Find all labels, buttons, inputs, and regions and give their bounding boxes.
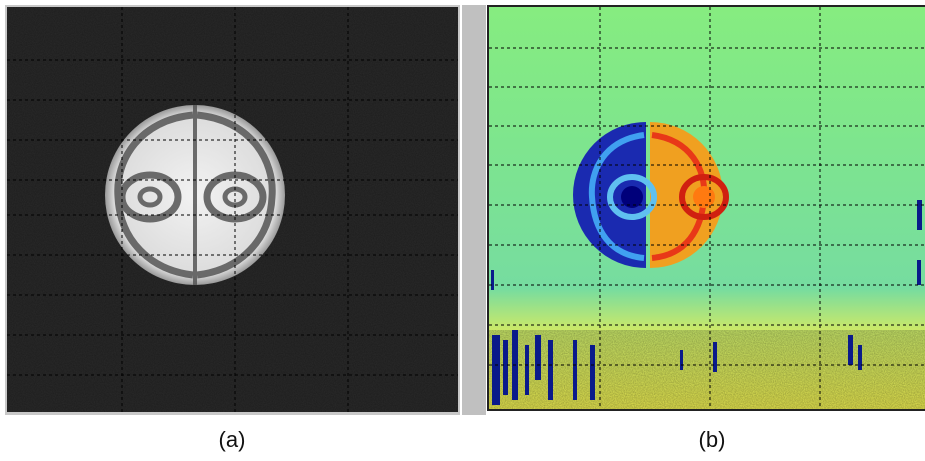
grid: [489, 7, 925, 409]
panel-label: (b): [699, 427, 726, 452]
panel-label: (a): [219, 427, 246, 452]
fringes: [114, 105, 276, 285]
panel-a: [5, 5, 460, 415]
separator: [462, 5, 486, 415]
panel-b: [487, 5, 925, 411]
grid: [7, 7, 458, 412]
max-core: [693, 186, 715, 208]
min-core: [621, 186, 643, 208]
positive-lobe: [650, 122, 723, 268]
